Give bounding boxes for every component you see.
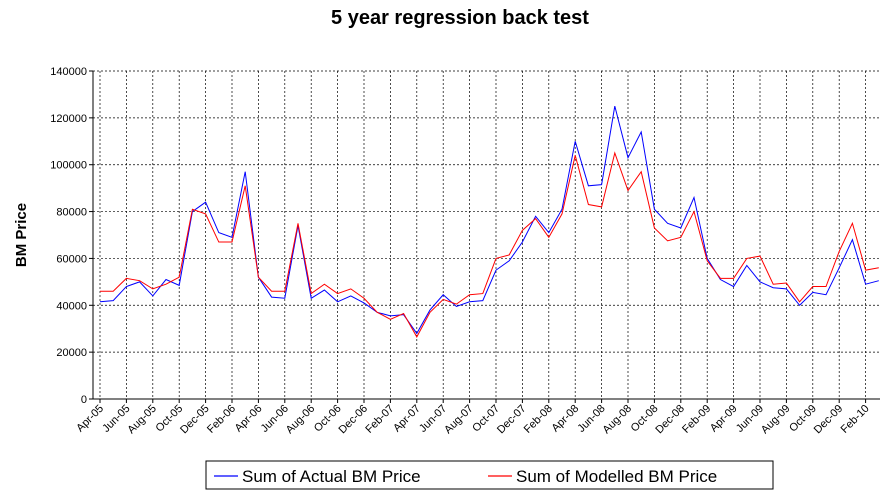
y-tick-label: 20000 bbox=[56, 347, 87, 359]
x-tick-label: Aug-05 bbox=[125, 403, 159, 437]
x-tick-label: Apr-05 bbox=[74, 403, 106, 435]
x-tick-label: Apr-09 bbox=[708, 403, 740, 435]
x-tick-label: Feb-10 bbox=[839, 403, 872, 436]
x-tick-label: Dec-07 bbox=[495, 403, 529, 437]
y-tick-label: 80000 bbox=[56, 207, 87, 219]
y-tick-label: 120000 bbox=[50, 113, 87, 125]
x-tick-label: Dec-08 bbox=[653, 403, 687, 437]
series-line bbox=[99, 106, 879, 335]
y-tick-label: 40000 bbox=[56, 300, 87, 312]
x-tick-label: Feb-07 bbox=[363, 403, 396, 436]
y-tick-label: 0 bbox=[81, 394, 87, 406]
x-tick-label: Aug-09 bbox=[759, 403, 793, 437]
x-tick-label: Apr-06 bbox=[233, 403, 265, 435]
x-tick-label: Aug-06 bbox=[284, 403, 318, 437]
x-tick-label: Feb-08 bbox=[522, 403, 555, 436]
legend-box bbox=[205, 460, 774, 490]
x-tick-label: Apr-08 bbox=[549, 403, 581, 435]
x-tick-label: Apr-07 bbox=[391, 403, 423, 435]
x-tick-label: Feb-09 bbox=[680, 403, 713, 436]
chart-title: 5 year regression back test bbox=[331, 7, 589, 29]
x-tick-label: Aug-08 bbox=[601, 403, 635, 437]
y-tick-label: 60000 bbox=[56, 253, 87, 265]
y-axis-label: BM Price bbox=[13, 203, 30, 267]
series-line bbox=[100, 151, 879, 338]
x-tick-label: Feb-06 bbox=[205, 403, 238, 436]
y-tick-label: 140000 bbox=[50, 66, 87, 78]
y-tick-label: 100000 bbox=[50, 160, 87, 172]
x-tick-label: Dec-09 bbox=[812, 403, 846, 437]
legend-label: Sum of Actual BM Price bbox=[242, 467, 421, 486]
x-tick-label: Dec-06 bbox=[337, 403, 371, 437]
legend-label: Sum of Modelled BM Price bbox=[516, 467, 717, 486]
x-tick-label: Aug-07 bbox=[442, 403, 476, 437]
x-tick-label: Dec-05 bbox=[178, 403, 212, 437]
